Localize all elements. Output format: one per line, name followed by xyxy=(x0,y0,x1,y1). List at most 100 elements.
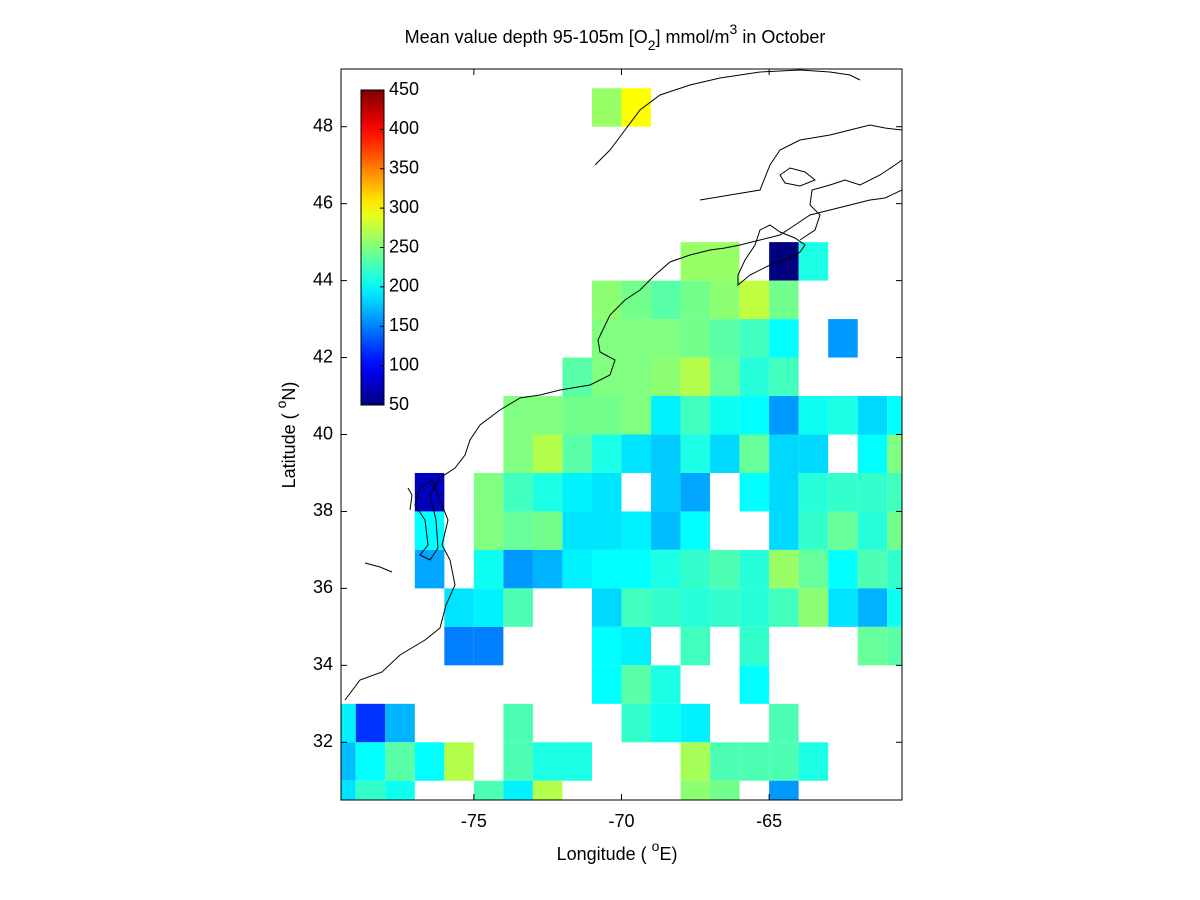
cell xyxy=(651,588,681,627)
cell xyxy=(651,549,681,589)
cell xyxy=(621,588,652,627)
cell xyxy=(562,434,592,473)
cell xyxy=(503,780,533,800)
y-tick-label: 38 xyxy=(313,500,333,520)
colorbar-tick-label: 150 xyxy=(389,315,419,335)
cell xyxy=(562,742,592,781)
text-part: in October xyxy=(737,27,825,47)
cell xyxy=(769,549,799,589)
cell xyxy=(798,434,829,473)
x-tick-label: -75 xyxy=(461,811,487,831)
cell xyxy=(562,549,592,589)
cell xyxy=(562,472,592,512)
cell xyxy=(769,703,799,743)
cell xyxy=(769,319,799,358)
cell xyxy=(651,434,681,473)
cell xyxy=(680,626,711,666)
cell xyxy=(473,549,504,589)
cell xyxy=(503,434,533,473)
cell xyxy=(887,626,902,666)
cell xyxy=(887,511,902,550)
cell xyxy=(591,665,622,704)
cell xyxy=(355,703,386,743)
cell xyxy=(680,703,711,743)
cell xyxy=(621,549,652,589)
text-part: 3 xyxy=(730,21,738,37)
cell xyxy=(828,319,858,358)
cell xyxy=(503,703,533,743)
cell xyxy=(769,357,799,397)
colorbar-tick-label: 400 xyxy=(389,118,419,138)
cell xyxy=(769,396,799,435)
cell xyxy=(710,319,740,358)
cell xyxy=(355,742,386,781)
cell xyxy=(739,280,770,320)
cell xyxy=(887,396,902,435)
y-tick-label: 32 xyxy=(313,731,333,751)
cell xyxy=(680,319,711,358)
cell xyxy=(532,396,563,435)
cell xyxy=(591,88,622,127)
cell xyxy=(651,665,681,704)
colorbar-tick-label: 200 xyxy=(389,276,419,296)
cell xyxy=(355,780,386,800)
cell xyxy=(651,472,681,512)
cell xyxy=(710,549,740,589)
cell xyxy=(341,742,356,781)
colorbar-tick-label: 250 xyxy=(389,236,419,256)
cell xyxy=(828,396,858,435)
cell xyxy=(798,588,829,627)
cell xyxy=(769,742,799,781)
cell xyxy=(739,588,770,627)
cell xyxy=(651,703,681,743)
cell xyxy=(739,434,770,473)
cell xyxy=(651,319,681,358)
cell xyxy=(503,472,533,512)
cell xyxy=(680,472,711,512)
cell xyxy=(473,588,504,627)
cell xyxy=(503,396,533,435)
cell xyxy=(680,511,711,550)
cell xyxy=(651,357,681,397)
cell xyxy=(798,742,829,781)
cell xyxy=(769,280,799,320)
colorbar-tick-label: 300 xyxy=(389,197,419,217)
cell xyxy=(857,588,888,627)
cell xyxy=(562,396,592,435)
y-tick-label: 46 xyxy=(313,192,333,212)
cell xyxy=(680,280,711,320)
cell xyxy=(739,396,770,435)
cell xyxy=(532,511,563,550)
y-tick-label: 48 xyxy=(313,115,333,135)
x-tick-label: -70 xyxy=(608,811,634,831)
cell xyxy=(621,665,652,704)
cell xyxy=(621,434,652,473)
cell xyxy=(710,280,740,320)
cell xyxy=(621,511,652,550)
cell xyxy=(828,511,858,550)
cells xyxy=(341,88,902,800)
cell xyxy=(473,780,504,800)
cell xyxy=(710,242,740,281)
cell xyxy=(444,626,474,666)
colorbar-tick-label: 350 xyxy=(389,158,419,178)
cell xyxy=(473,626,504,666)
cell xyxy=(680,588,711,627)
text-part: Mean value depth 95-105m [O xyxy=(405,27,648,47)
cell xyxy=(621,280,652,320)
y-tick-label: 34 xyxy=(313,654,333,674)
cell xyxy=(710,434,740,473)
cell xyxy=(798,549,829,589)
cell xyxy=(621,626,652,666)
cell xyxy=(739,742,770,781)
cell xyxy=(680,357,711,397)
cell xyxy=(414,511,445,550)
y-axis-label: Latitude ( oN) xyxy=(273,382,299,489)
cell xyxy=(591,588,622,627)
cell xyxy=(769,472,799,512)
y-tick-label: 42 xyxy=(313,346,333,366)
cell xyxy=(591,319,622,358)
cell xyxy=(857,511,888,550)
x-tick-label: -65 xyxy=(756,811,782,831)
